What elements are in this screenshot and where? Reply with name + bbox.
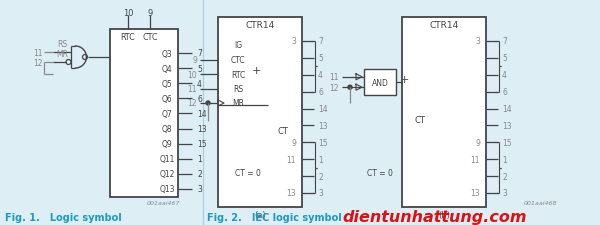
Text: 4: 4 xyxy=(197,79,202,88)
Circle shape xyxy=(206,101,210,106)
Text: 13: 13 xyxy=(502,122,512,130)
Text: 3: 3 xyxy=(475,37,480,46)
Text: RS: RS xyxy=(57,40,67,49)
Text: MR: MR xyxy=(56,50,68,59)
Text: RS: RS xyxy=(233,85,243,94)
Text: CTR14: CTR14 xyxy=(430,21,458,30)
Text: CT: CT xyxy=(415,115,425,124)
Text: 001aai467: 001aai467 xyxy=(146,201,180,206)
Text: 2: 2 xyxy=(502,172,507,181)
Text: 3: 3 xyxy=(291,37,296,46)
Text: 14: 14 xyxy=(318,105,328,114)
Text: +: + xyxy=(251,66,260,76)
Text: 2: 2 xyxy=(197,170,202,179)
Text: 3: 3 xyxy=(502,189,507,198)
Text: CT = 0: CT = 0 xyxy=(235,169,261,178)
Text: (b): (b) xyxy=(438,211,450,220)
Text: 3: 3 xyxy=(318,189,323,198)
Text: Q3: Q3 xyxy=(161,49,172,58)
Text: Q9: Q9 xyxy=(161,140,172,148)
Text: Q4: Q4 xyxy=(161,64,172,73)
Text: CT: CT xyxy=(278,127,289,136)
Text: 3: 3 xyxy=(197,185,202,194)
Bar xyxy=(364,70,396,96)
Text: Fig. 1.   Logic symbol: Fig. 1. Logic symbol xyxy=(5,212,122,222)
Text: RTC: RTC xyxy=(121,33,136,42)
Text: 14: 14 xyxy=(197,109,206,118)
Text: 7: 7 xyxy=(502,37,507,46)
Text: Q8: Q8 xyxy=(161,124,172,133)
Text: dientunhattung.com: dientunhattung.com xyxy=(342,209,527,225)
Text: 5: 5 xyxy=(318,54,323,63)
Text: 2: 2 xyxy=(318,172,323,181)
Text: 13: 13 xyxy=(197,124,206,133)
Text: 7: 7 xyxy=(318,37,323,46)
Text: 4: 4 xyxy=(502,71,507,80)
Text: 6: 6 xyxy=(502,88,507,97)
Text: 4: 4 xyxy=(318,71,323,80)
Text: 5: 5 xyxy=(502,54,507,63)
Text: 5: 5 xyxy=(197,64,202,73)
Bar xyxy=(110,30,178,197)
Text: 10: 10 xyxy=(123,9,133,17)
Text: 15: 15 xyxy=(502,138,512,147)
Text: 10: 10 xyxy=(187,70,197,79)
Text: AND: AND xyxy=(371,78,388,87)
Text: 1: 1 xyxy=(318,155,323,164)
Text: 1: 1 xyxy=(502,155,507,164)
Text: CTC: CTC xyxy=(142,33,158,42)
Text: 9: 9 xyxy=(291,138,296,147)
Text: 12: 12 xyxy=(34,58,43,67)
Text: +: + xyxy=(400,75,409,85)
Text: IG: IG xyxy=(234,41,242,50)
Text: 15: 15 xyxy=(318,138,328,147)
Text: 6: 6 xyxy=(197,94,202,103)
Text: 11: 11 xyxy=(470,155,480,164)
Text: 7: 7 xyxy=(197,49,202,58)
Text: RTC: RTC xyxy=(231,70,245,79)
Text: 15: 15 xyxy=(197,140,206,148)
Text: CTR14: CTR14 xyxy=(245,21,275,30)
Text: 12: 12 xyxy=(188,99,197,108)
Text: 9: 9 xyxy=(192,56,197,65)
Text: 13: 13 xyxy=(286,189,296,198)
Text: 9: 9 xyxy=(475,138,480,147)
Text: 11: 11 xyxy=(188,85,197,94)
Text: 11: 11 xyxy=(329,73,339,82)
Text: 9: 9 xyxy=(148,9,152,17)
Text: Q12: Q12 xyxy=(160,170,175,179)
Text: 12: 12 xyxy=(329,83,339,92)
Text: 11: 11 xyxy=(34,48,43,57)
Text: CTC: CTC xyxy=(230,56,245,65)
Text: 14: 14 xyxy=(502,105,512,114)
Text: 13: 13 xyxy=(470,189,480,198)
Text: Q11: Q11 xyxy=(160,155,175,164)
Text: CT = 0: CT = 0 xyxy=(367,169,393,178)
Text: Q7: Q7 xyxy=(161,109,172,118)
Circle shape xyxy=(348,86,352,90)
Bar xyxy=(218,18,302,207)
Text: Q5: Q5 xyxy=(161,79,172,88)
Text: 1: 1 xyxy=(197,155,202,164)
Text: MR: MR xyxy=(232,99,244,108)
Text: 13: 13 xyxy=(318,122,328,130)
Text: Q6: Q6 xyxy=(161,94,172,103)
Text: 6: 6 xyxy=(318,88,323,97)
Text: 001aai468: 001aai468 xyxy=(523,201,557,206)
Text: Fig. 2.   IEC logic symbol: Fig. 2. IEC logic symbol xyxy=(207,212,342,222)
Text: 11: 11 xyxy=(287,155,296,164)
Bar xyxy=(402,18,486,207)
Text: Q13: Q13 xyxy=(159,185,175,194)
Text: (a): (a) xyxy=(254,211,266,220)
